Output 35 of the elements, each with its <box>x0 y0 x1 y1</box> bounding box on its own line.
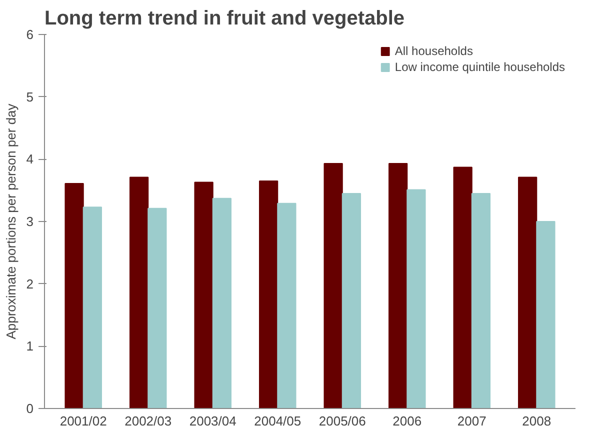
bar <box>277 202 296 408</box>
x-tick-label: 2005/06 <box>318 414 366 428</box>
x-tick-label: 2002/03 <box>124 414 172 428</box>
y-tick-label: 5 <box>26 89 34 104</box>
y-tick-label: 3 <box>26 214 34 229</box>
bar <box>518 176 538 408</box>
x-tick-label: 2001/02 <box>60 414 107 428</box>
chart-title: Long term trend in fruit and vegetable <box>44 8 405 30</box>
bar <box>406 189 426 408</box>
y-tick-label: 2 <box>26 276 34 292</box>
bar <box>536 221 556 408</box>
legend-label: Low income quintile households <box>394 60 565 74</box>
bar <box>148 208 167 408</box>
bar <box>212 198 232 408</box>
y-axis-title: Approximate portions per person per day <box>3 103 18 340</box>
bar <box>388 163 408 408</box>
bar <box>471 192 491 408</box>
bar <box>194 182 214 408</box>
bar <box>129 176 149 408</box>
y-tick-label: 0 <box>26 401 34 416</box>
y-tick-label: 6 <box>26 27 34 42</box>
legend-label: All households <box>394 44 473 58</box>
y-tick-label: 1 <box>26 338 34 354</box>
x-tick-label: 2008 <box>522 414 552 428</box>
bar <box>82 206 102 408</box>
x-tick-label: 2003/04 <box>189 414 236 428</box>
x-tick-label: 2004/05 <box>254 414 302 428</box>
bar <box>64 182 84 408</box>
bar <box>453 166 472 408</box>
y-tick-label: 4 <box>26 152 34 167</box>
bar <box>258 180 278 408</box>
bar <box>342 192 362 408</box>
x-tick-label: 2006 <box>392 414 422 428</box>
x-tick-label: 2007 <box>457 414 486 428</box>
bar <box>324 163 343 408</box>
